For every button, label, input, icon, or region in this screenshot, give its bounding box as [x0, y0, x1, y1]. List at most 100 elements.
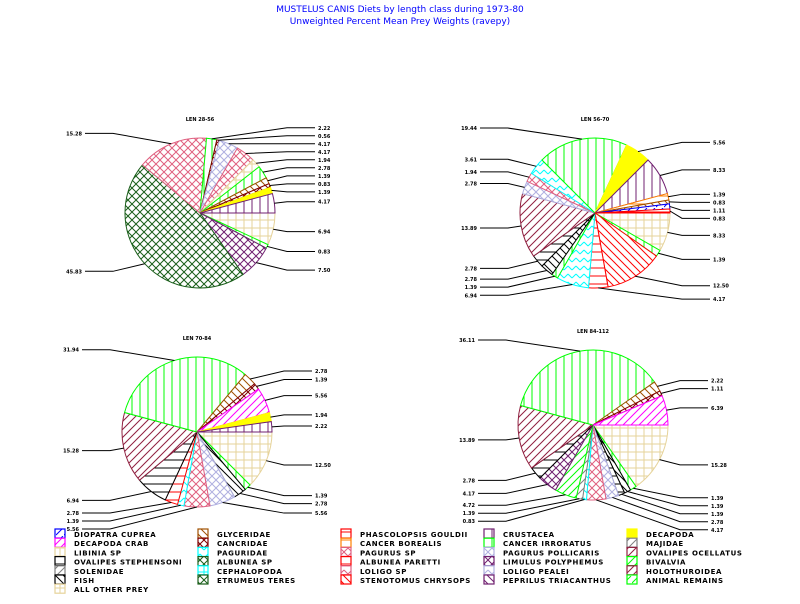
leader-line	[480, 270, 547, 279]
slice-value-label: 2.78	[465, 181, 478, 187]
slice-value-label: 6.94	[465, 293, 478, 299]
slice-value-label: 0.83	[713, 200, 726, 206]
leader-line	[218, 136, 315, 140]
chart-subtitle: Unweighted Percent Mean Prey Weights (ra…	[290, 17, 510, 27]
leader-line	[612, 497, 708, 521]
leader-line	[240, 493, 312, 503]
leader-line	[82, 350, 174, 361]
leader-line	[670, 211, 710, 218]
slice-value-label: 1.94	[318, 158, 331, 164]
leader-line	[668, 194, 710, 196]
leader-line	[248, 487, 312, 495]
legend-label: PAGURIDAE	[217, 549, 268, 557]
slice-value-label: 4.17	[711, 528, 724, 534]
legend-swatch	[484, 575, 494, 584]
legend-label: DIOPATRA CUPREA	[74, 531, 156, 539]
leader-line	[266, 461, 312, 465]
legend-swatch	[198, 566, 208, 575]
slice-value-label: 0.83	[713, 216, 726, 222]
leader-line	[273, 229, 315, 231]
pie-title: LEN 56-70	[581, 117, 610, 123]
leader-line	[246, 152, 315, 154]
leader-line	[480, 159, 536, 166]
leader-line	[263, 168, 315, 172]
slice-value-label: 19.44	[461, 126, 477, 132]
slice-value-label: 1.39	[315, 378, 328, 384]
leader-line	[670, 206, 710, 210]
slice-value-label: 12.50	[713, 284, 729, 290]
pie-title: LEN 28-56	[186, 117, 215, 123]
legend-swatch	[198, 557, 208, 566]
slice-value-label: 0.83	[463, 519, 476, 525]
leader-line	[478, 473, 536, 480]
slice-value-label: 8.33	[713, 168, 726, 174]
slice-value-label: 6.39	[711, 406, 724, 412]
slice-value-label: 1.39	[315, 494, 328, 500]
slice-value-label: 2.22	[315, 424, 328, 430]
leader-line	[274, 202, 315, 203]
legend-item-cancridae: CANCRIDAE	[198, 538, 268, 548]
slice-value-label: 12.50	[315, 463, 331, 469]
slice-value-label: 1.39	[463, 511, 476, 517]
slice-value-label: 13.89	[459, 438, 475, 444]
legend-label: OVALIPES OCELLATUS	[646, 549, 743, 557]
legend-item-ovalipes_steph: OVALIPES STEPHENSONI	[55, 557, 182, 567]
leader-line	[256, 160, 315, 163]
leader-line	[272, 190, 315, 191]
leader-line	[82, 448, 124, 450]
slice-value-label: 31.94	[63, 348, 79, 354]
slice-value-label: 15.28	[711, 463, 727, 469]
legend-swatch	[55, 557, 65, 566]
legend-swatch	[341, 566, 351, 575]
slice-value-label: 7.50	[318, 268, 331, 274]
legend-swatch	[484, 566, 494, 575]
leader-line	[265, 396, 312, 401]
leader-line	[598, 288, 710, 299]
legend-item-limulus: LIMULUS POLYPHEMUS	[484, 557, 604, 567]
slice-value-label: 0.56	[318, 134, 331, 140]
leader-line	[667, 232, 710, 235]
leader-line	[622, 494, 708, 513]
legend-label: CANCRIDAE	[217, 540, 268, 548]
legend-item-fish: FISH	[55, 575, 95, 585]
legend-swatch	[198, 547, 208, 556]
legend-item-libinia: LIBINIA SP	[55, 547, 122, 557]
legend-swatch	[627, 547, 637, 556]
leader-line	[635, 276, 710, 285]
legend-item-bivalvia: BIVALVIA	[627, 557, 686, 567]
legend-swatch	[55, 575, 65, 584]
slice-value-label: 4.17	[318, 200, 331, 206]
legend-item-etrumeus: ETRUMEUS TERES	[198, 575, 296, 585]
legend-item-paguridae: PAGURIDAE	[198, 547, 268, 557]
slice-value-label: 1.11	[711, 387, 724, 393]
legend-item-solenidae: SOLENIDAE	[55, 566, 124, 576]
slice-value-label: 1.39	[465, 285, 478, 291]
slice-value-label: 15.28	[63, 449, 79, 455]
legend-swatch	[55, 566, 65, 575]
leader-line	[657, 381, 708, 387]
slice-value-label: 4.17	[463, 491, 476, 497]
leader-line	[480, 285, 572, 296]
legend-label: CANCER IRRORATUS	[503, 540, 592, 548]
legend-swatch	[341, 538, 351, 547]
legend-label: STENOTOMUS CHRYSOPS	[360, 577, 471, 585]
leader-line	[660, 460, 708, 465]
leader-line	[250, 371, 312, 379]
slice-value-label: 13.89	[461, 226, 477, 232]
legend-swatch	[198, 529, 208, 538]
legend-item-cancer_borealis: CANCER BOREALIS	[341, 538, 442, 548]
slice-value-label: 1.39	[711, 496, 724, 502]
slice-value-label: 0.83	[318, 182, 331, 188]
slice-value-label: 2.22	[711, 379, 724, 385]
legend-label: ALL OTHER PREY	[74, 586, 149, 594]
slice-value-label: 5.56	[315, 511, 328, 517]
legend-swatch	[341, 547, 351, 556]
legend-item-loligo_pealei: LOLIGO PEALEI	[484, 566, 569, 576]
legend-label: LIMULUS POLYPHEMUS	[503, 559, 604, 567]
legend-swatch	[341, 529, 351, 538]
legend-swatch	[484, 547, 494, 556]
legend-swatch	[55, 547, 65, 556]
legend-label: PHASCOLOPSIS GOULDII	[360, 531, 468, 539]
legend-label: OVALIPES STEPHENSONI	[74, 559, 182, 567]
legend-item-phascolopsis: PHASCOLOPSIS GOULDII	[341, 529, 468, 539]
